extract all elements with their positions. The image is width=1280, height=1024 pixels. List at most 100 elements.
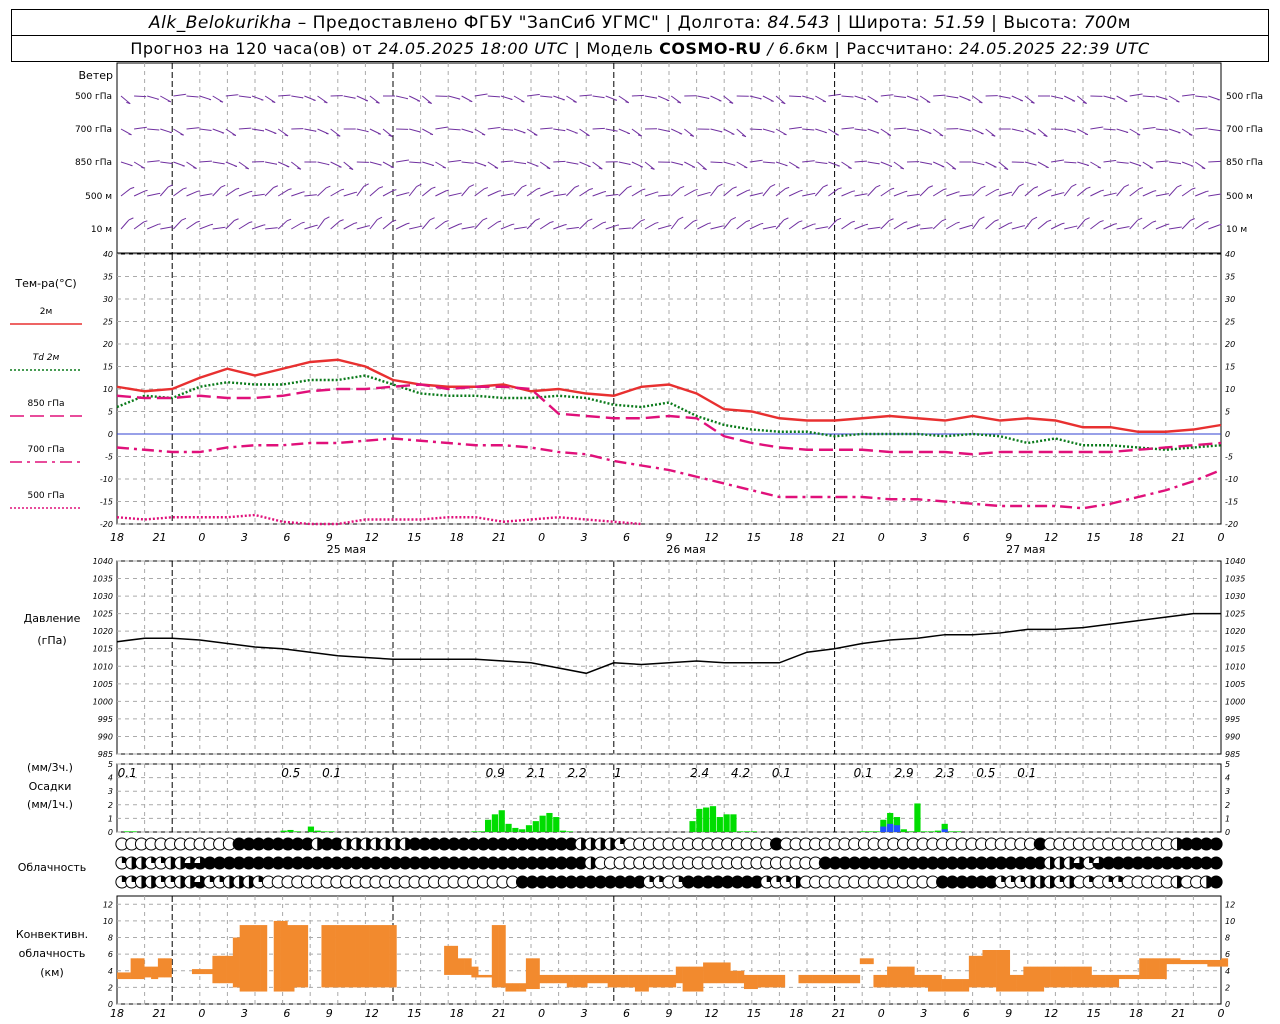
wind-barb xyxy=(1168,161,1181,165)
cloud-symbol-low xyxy=(1209,875,1223,889)
cloud-fill xyxy=(184,857,197,870)
conv-hour-tick: 3 xyxy=(920,1007,927,1020)
wind-barb-feather xyxy=(1084,217,1090,221)
conv-hour-tick: 9 xyxy=(666,1007,673,1020)
wind-barb xyxy=(396,159,409,163)
pressure-unit: (гПа) xyxy=(37,634,66,647)
wind-barb xyxy=(513,226,526,230)
wind-barb xyxy=(199,193,212,197)
wind-barb xyxy=(802,160,815,163)
precip-bar-rain xyxy=(123,831,131,832)
precip-total-label: 2.2 xyxy=(567,766,586,780)
wind-level-label-left: 500 м xyxy=(85,192,112,202)
cloud-symbol-middle xyxy=(193,856,207,870)
temp-ytick-right: 25 xyxy=(1225,318,1235,327)
conv-bar xyxy=(280,920,288,992)
temp-ytick-right: -10 xyxy=(1225,475,1238,484)
wind-barb-feather xyxy=(903,221,908,224)
wind-barb xyxy=(775,188,786,197)
wind-barb-feather xyxy=(325,132,329,135)
temp-ytick-left: -5 xyxy=(105,453,113,462)
conv-bar xyxy=(621,974,629,988)
wind-barb xyxy=(120,188,131,197)
temp-ytick-right: 40 xyxy=(1225,250,1235,259)
wind-barb-feather xyxy=(640,166,643,168)
wind-barb xyxy=(736,161,748,169)
conv-bar xyxy=(382,925,390,988)
wind-barb xyxy=(1195,191,1207,197)
precip-bar-rain xyxy=(321,831,328,832)
precip-bar-rain xyxy=(859,831,867,832)
wind-barb xyxy=(723,95,734,104)
wind-barb-feather xyxy=(848,167,852,170)
wind-barb xyxy=(513,186,523,197)
wind-barb xyxy=(749,223,761,230)
conv-bar xyxy=(1037,966,1045,992)
header-row-station: Alk_Belokurikha – Предоставлено ФГБУ "За… xyxy=(11,9,1269,36)
pressure-ytick-right: 1010 xyxy=(1225,662,1245,671)
conv-bar xyxy=(1214,959,1222,967)
wind-level-label-right: 850 гПа xyxy=(1226,158,1263,168)
pressure-ytick-right: 1040 xyxy=(1225,557,1245,566)
wind-barb xyxy=(1155,95,1168,100)
conv-hour-tick: 18 xyxy=(1129,1007,1143,1020)
wind-barb xyxy=(330,128,341,137)
wind-barb xyxy=(1194,161,1206,170)
wind-barb xyxy=(828,219,837,230)
conv-bar xyxy=(859,958,867,965)
wind-barb xyxy=(1168,226,1181,230)
wind-barb-feather xyxy=(442,166,446,169)
lat-value: 51.59 xyxy=(934,12,986,33)
precip-bar-rain xyxy=(893,817,901,832)
wind-barb xyxy=(618,187,628,197)
day-label: 26 мая xyxy=(666,543,705,556)
wind-barb-feather xyxy=(655,221,659,224)
wind-barb xyxy=(1168,95,1180,103)
wind-barb-feather xyxy=(939,134,944,137)
wind-barb-feather xyxy=(550,221,554,223)
wind-barb xyxy=(461,128,474,133)
wind-barb-feather xyxy=(822,100,826,103)
precip-ytick-right: 0 xyxy=(1225,828,1230,837)
wind-barb xyxy=(291,95,304,99)
temp-legend-label: 850 гПа xyxy=(27,399,64,409)
wind-barb-feather xyxy=(431,186,436,189)
wind-barb xyxy=(828,128,839,136)
conv-hour-tick: 3 xyxy=(581,1007,588,1020)
wind-barb xyxy=(225,128,237,136)
wind-barb xyxy=(579,220,589,230)
wind-barb-feather xyxy=(326,185,331,189)
wind-barb-feather xyxy=(770,183,776,188)
wind-barb xyxy=(291,222,302,230)
wind-barb-feather xyxy=(339,219,344,222)
wind-barb xyxy=(1103,95,1116,100)
wind-barb-feather xyxy=(1020,99,1023,102)
wind-barb-feather xyxy=(1047,219,1052,222)
wind-barb xyxy=(1011,128,1024,133)
precip-title: Осадки xyxy=(29,780,72,793)
wind-barb xyxy=(1024,219,1033,230)
wind-barb xyxy=(461,226,474,230)
pressure-ytick-right: 990 xyxy=(1225,732,1240,741)
wind-barb-feather xyxy=(481,133,486,136)
temp-ytick-left: 30 xyxy=(103,295,113,304)
conv-bar xyxy=(191,969,200,975)
wind-barb xyxy=(277,128,289,137)
wind-barb xyxy=(867,226,880,230)
wind-barb-feather xyxy=(627,185,632,189)
conv-hour-tick: 12 xyxy=(365,1007,379,1020)
wind-barb-feather xyxy=(286,218,292,222)
temp-ytick-left: 5 xyxy=(108,408,113,417)
conv-bar xyxy=(212,955,220,984)
temp-hour-tick: 0 xyxy=(198,531,205,544)
precip-bar-rain xyxy=(559,830,567,832)
wind-barb xyxy=(251,224,264,230)
wind-barb-feather xyxy=(900,167,904,170)
conv-bar xyxy=(369,925,377,988)
wind-barb xyxy=(815,128,827,134)
wind-barb xyxy=(238,161,250,170)
temp-ytick-right: 15 xyxy=(1225,363,1235,372)
pressure-ytick-right: 1030 xyxy=(1225,592,1245,601)
wind-barb xyxy=(985,220,995,230)
wind-barb-feather xyxy=(377,216,383,220)
